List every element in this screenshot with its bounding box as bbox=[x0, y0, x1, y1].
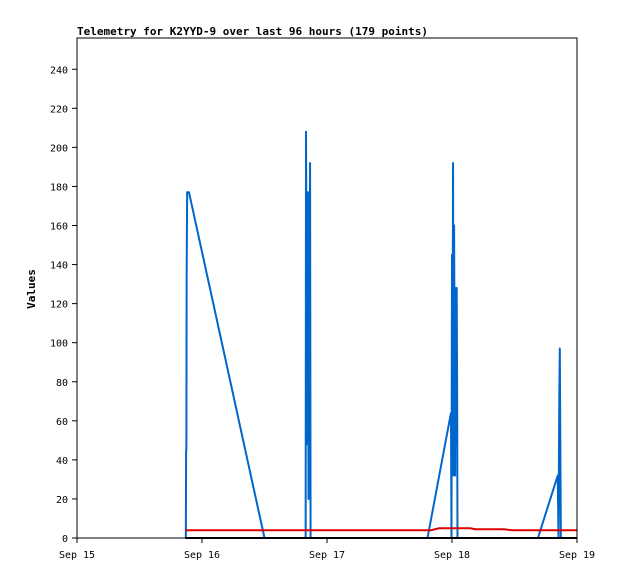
x-tick-label: Sep 18 bbox=[434, 550, 470, 561]
plot-area-frame bbox=[76, 37, 578, 539]
y-tick-label: 60 bbox=[56, 417, 68, 428]
x-tick-label: Sep 19 bbox=[559, 550, 595, 561]
series-layer bbox=[184, 130, 577, 539]
y-tick-label: 80 bbox=[56, 378, 68, 389]
chart-title: Telemetry for K2YYD-9 over last 96 hours… bbox=[77, 25, 428, 38]
y-tick-label: 200 bbox=[50, 143, 68, 154]
ticks-layer: 0 20 40 60 80 100 120 140 160 180 200 220 240 Sep 15 S… bbox=[50, 65, 595, 561]
x-tick-label: Sep 17 bbox=[309, 550, 345, 561]
y-tick-label: 100 bbox=[50, 339, 68, 350]
y-tick-label: 20 bbox=[56, 495, 68, 506]
y-tick-label: 120 bbox=[50, 300, 68, 311]
y-tick-label: 180 bbox=[50, 182, 68, 193]
y-tick-label: 40 bbox=[56, 456, 68, 467]
y-tick-label: 240 bbox=[50, 65, 68, 76]
y-axis-label: Values bbox=[25, 269, 38, 309]
series-line-1 bbox=[185, 527, 577, 532]
y-tick-label: 220 bbox=[50, 104, 68, 115]
series-line-0 bbox=[184, 130, 562, 539]
x-tick-label: Sep 15 bbox=[59, 550, 95, 561]
y-tick-label: 140 bbox=[50, 261, 68, 272]
y-tick-label: 160 bbox=[50, 222, 68, 233]
x-tick-label: Sep 16 bbox=[184, 550, 220, 561]
y-tick-label: 0 bbox=[62, 534, 68, 545]
